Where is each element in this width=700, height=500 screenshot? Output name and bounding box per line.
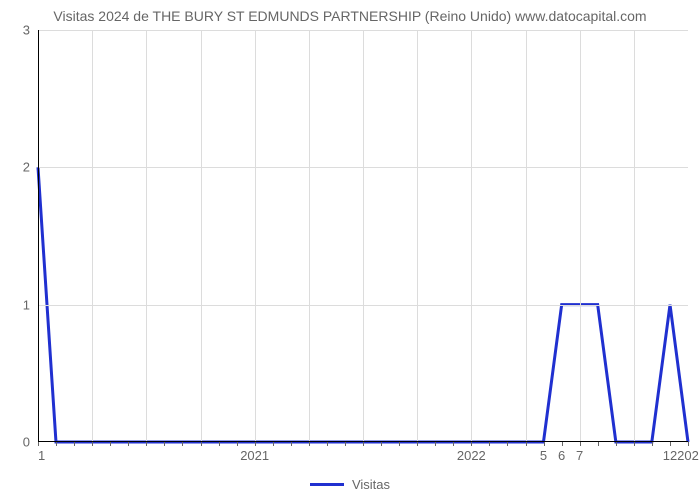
gridline-vertical [92,30,93,442]
ytick-label: 3 [23,23,38,38]
gridline-vertical [471,30,472,442]
xtick-label-extra: 6 [558,442,565,463]
xtick-label-extra: 202 [677,442,699,463]
xtick-label-extra: 7 [576,442,583,463]
xtick-label-extra: 5 [540,442,547,463]
visits-chart: Visitas 2024 de THE BURY ST EDMUNDS PART… [0,0,700,500]
xtick-minor [182,442,183,446]
ytick-label: 0 [23,435,38,450]
xtick-label-left-edge: 1 [38,442,45,463]
gridline-vertical [146,30,147,442]
xtick-minor [381,442,382,446]
gridline-vertical [309,30,310,442]
xtick-minor [219,442,220,446]
xtick-minor [201,442,202,446]
legend-swatch [310,483,344,486]
xtick-minor [489,442,490,446]
gridline-vertical [201,30,202,442]
xtick-minor [237,442,238,446]
xtick-minor [92,442,93,446]
xtick-minor [616,442,617,446]
xtick-minor [128,442,129,446]
xtick-minor [598,442,599,446]
xtick-minor [345,442,346,446]
ytick-label: 1 [23,297,38,312]
xtick-minor [164,442,165,446]
legend-label: Visitas [352,477,390,492]
xtick-minor [291,442,292,446]
gridline-vertical [526,30,527,442]
xtick-minor [56,442,57,446]
xtick-minor [110,442,111,446]
xtick-minor [417,442,418,446]
xtick-label: 2022 [457,442,486,463]
ytick-label: 2 [23,160,38,175]
xtick-minor [652,442,653,446]
xtick-minor [435,442,436,446]
xtick-minor [74,442,75,446]
xtick-minor [309,442,310,446]
xtick-minor [399,442,400,446]
xtick-minor [453,442,454,446]
gridline-vertical [363,30,364,442]
gridline-vertical [634,30,635,442]
xtick-minor [526,442,527,446]
chart-title: Visitas 2024 de THE BURY ST EDMUNDS PART… [0,8,700,24]
xtick-minor [273,442,274,446]
gridline-vertical [417,30,418,442]
xtick-minor [363,442,364,446]
xtick-label-extra: 12 [663,442,677,463]
xtick-label: 2021 [240,442,269,463]
xtick-minor [146,442,147,446]
legend: Visitas [0,476,700,492]
gridline-vertical [580,30,581,442]
xtick-minor [327,442,328,446]
xtick-minor [634,442,635,446]
xtick-minor [507,442,508,446]
plot-area: 012320212022567122021 [38,30,688,442]
y-axis-line [38,30,39,442]
gridline-vertical [255,30,256,442]
